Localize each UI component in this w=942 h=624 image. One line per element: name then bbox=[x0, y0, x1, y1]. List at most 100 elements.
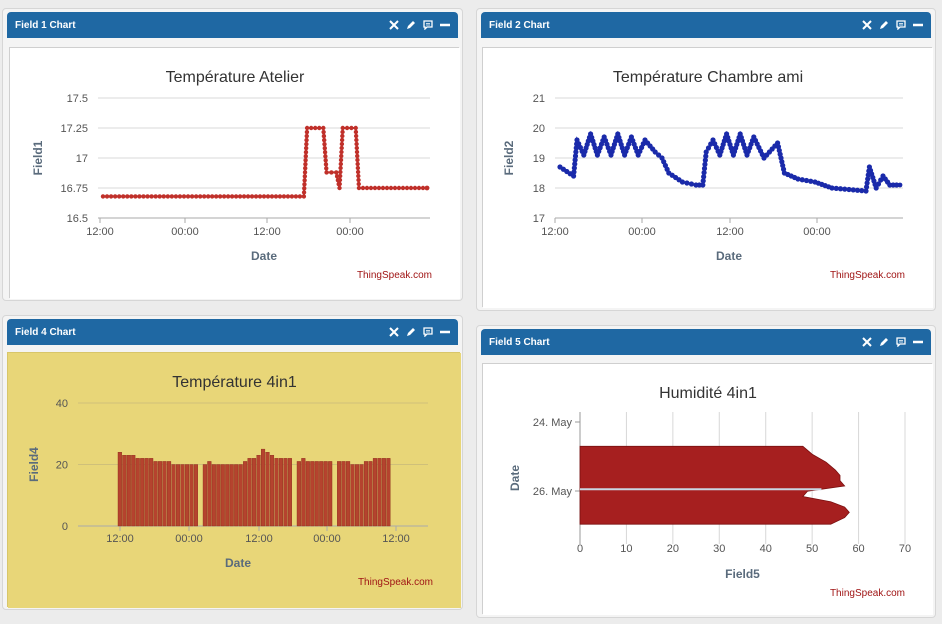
data-point bbox=[253, 194, 259, 199]
chart-title: Humidité 4in1 bbox=[659, 385, 757, 402]
data-point bbox=[354, 149, 360, 155]
data-point bbox=[339, 153, 344, 159]
data-point bbox=[420, 185, 426, 191]
x-tick-label: 00:00 bbox=[313, 533, 341, 545]
comment-icon[interactable] bbox=[896, 337, 906, 347]
data-point bbox=[702, 157, 708, 163]
data-point bbox=[217, 194, 223, 199]
data-point bbox=[302, 174, 308, 179]
close-icon[interactable] bbox=[389, 327, 399, 337]
data-point bbox=[337, 185, 342, 191]
x-tick-label: 00:00 bbox=[628, 226, 656, 238]
pencil-icon[interactable] bbox=[406, 327, 416, 337]
x-tick-label: 60 bbox=[852, 543, 864, 555]
data-point bbox=[571, 169, 577, 175]
panel-field-4: Field 4 Chart Température 4in1 40 20 0 12:00… bbox=[2, 315, 463, 610]
data-point bbox=[354, 137, 359, 143]
comment-icon[interactable] bbox=[896, 20, 906, 30]
data-point bbox=[339, 137, 345, 143]
data-point bbox=[356, 173, 361, 179]
pencil-icon[interactable] bbox=[879, 337, 889, 347]
bar bbox=[162, 461, 167, 527]
bar bbox=[381, 458, 386, 527]
pencil-icon[interactable] bbox=[406, 20, 416, 30]
data-point bbox=[241, 194, 247, 199]
bar bbox=[122, 455, 127, 527]
data-point bbox=[277, 194, 283, 199]
data-point bbox=[304, 141, 309, 147]
data-point bbox=[100, 194, 106, 199]
data-point bbox=[133, 194, 138, 199]
chart-area: Température Chambre ami 21 20 19 18 17 12:00 00… bbox=[482, 47, 933, 308]
bar bbox=[346, 461, 351, 527]
y-tick-label: 16.5 bbox=[67, 213, 88, 225]
data-point bbox=[340, 133, 345, 139]
data-point bbox=[169, 194, 175, 199]
panel-header: Field 2 Chart bbox=[481, 12, 931, 38]
thingspeak-credit: ThingSpeak.com bbox=[358, 577, 433, 588]
bar bbox=[252, 458, 257, 527]
data-point bbox=[149, 194, 154, 199]
data-point bbox=[302, 178, 307, 183]
data-point bbox=[329, 170, 334, 175]
bar bbox=[301, 458, 306, 527]
bar bbox=[175, 464, 181, 527]
data-point bbox=[573, 149, 579, 155]
bar bbox=[359, 464, 364, 527]
data-point bbox=[233, 194, 239, 199]
bar bbox=[144, 458, 149, 527]
data-point bbox=[353, 129, 359, 135]
data-point bbox=[573, 145, 579, 151]
minimize-icon[interactable] bbox=[440, 20, 450, 30]
bar bbox=[363, 461, 369, 527]
y-tick-label: 19 bbox=[533, 153, 545, 165]
data-point bbox=[324, 170, 329, 175]
data-point bbox=[112, 194, 118, 199]
data-point bbox=[302, 182, 307, 187]
panel-title: Field 5 Chart bbox=[489, 336, 550, 348]
x-tick-label: 12:00 bbox=[382, 533, 410, 545]
data-point bbox=[404, 185, 410, 191]
data-point bbox=[322, 150, 328, 155]
minimize-icon[interactable] bbox=[913, 20, 923, 30]
minimize-icon[interactable] bbox=[913, 337, 923, 347]
data-point bbox=[337, 173, 343, 179]
bar bbox=[117, 451, 122, 527]
panel-header: Field 1 Chart bbox=[7, 12, 458, 38]
bar bbox=[184, 464, 190, 527]
bar bbox=[126, 455, 131, 527]
data-point bbox=[837, 186, 844, 192]
bar bbox=[131, 455, 136, 527]
comment-icon[interactable] bbox=[423, 327, 433, 337]
bar bbox=[287, 458, 292, 527]
bar bbox=[229, 464, 234, 527]
data-point bbox=[334, 170, 339, 175]
close-icon[interactable] bbox=[862, 20, 872, 30]
data-point bbox=[701, 170, 707, 176]
close-icon[interactable] bbox=[862, 337, 872, 347]
data-point bbox=[355, 157, 360, 163]
minimize-icon[interactable] bbox=[440, 327, 450, 337]
data-point bbox=[321, 125, 326, 131]
x-tick-label: 12:00 bbox=[253, 226, 281, 238]
close-icon[interactable] bbox=[389, 20, 399, 30]
pencil-icon[interactable] bbox=[879, 20, 889, 30]
data-point bbox=[303, 157, 308, 163]
data-point bbox=[842, 186, 848, 192]
comment-icon[interactable] bbox=[423, 20, 433, 30]
data-point bbox=[349, 125, 354, 131]
x-tick-label: 12:00 bbox=[716, 226, 744, 238]
y-tick-label: 40 bbox=[56, 398, 68, 410]
data-point bbox=[289, 194, 295, 199]
bar bbox=[296, 461, 301, 527]
y-axis-title: Field4 bbox=[27, 447, 41, 482]
x-tick-label: 12:00 bbox=[245, 533, 273, 545]
data-point bbox=[846, 186, 852, 193]
y-tick-label: 17 bbox=[76, 153, 88, 165]
data-point bbox=[571, 173, 577, 179]
data-point bbox=[189, 194, 195, 199]
data-point bbox=[321, 129, 326, 135]
data-point bbox=[340, 125, 345, 131]
data-point bbox=[412, 185, 418, 191]
bar bbox=[269, 455, 275, 527]
